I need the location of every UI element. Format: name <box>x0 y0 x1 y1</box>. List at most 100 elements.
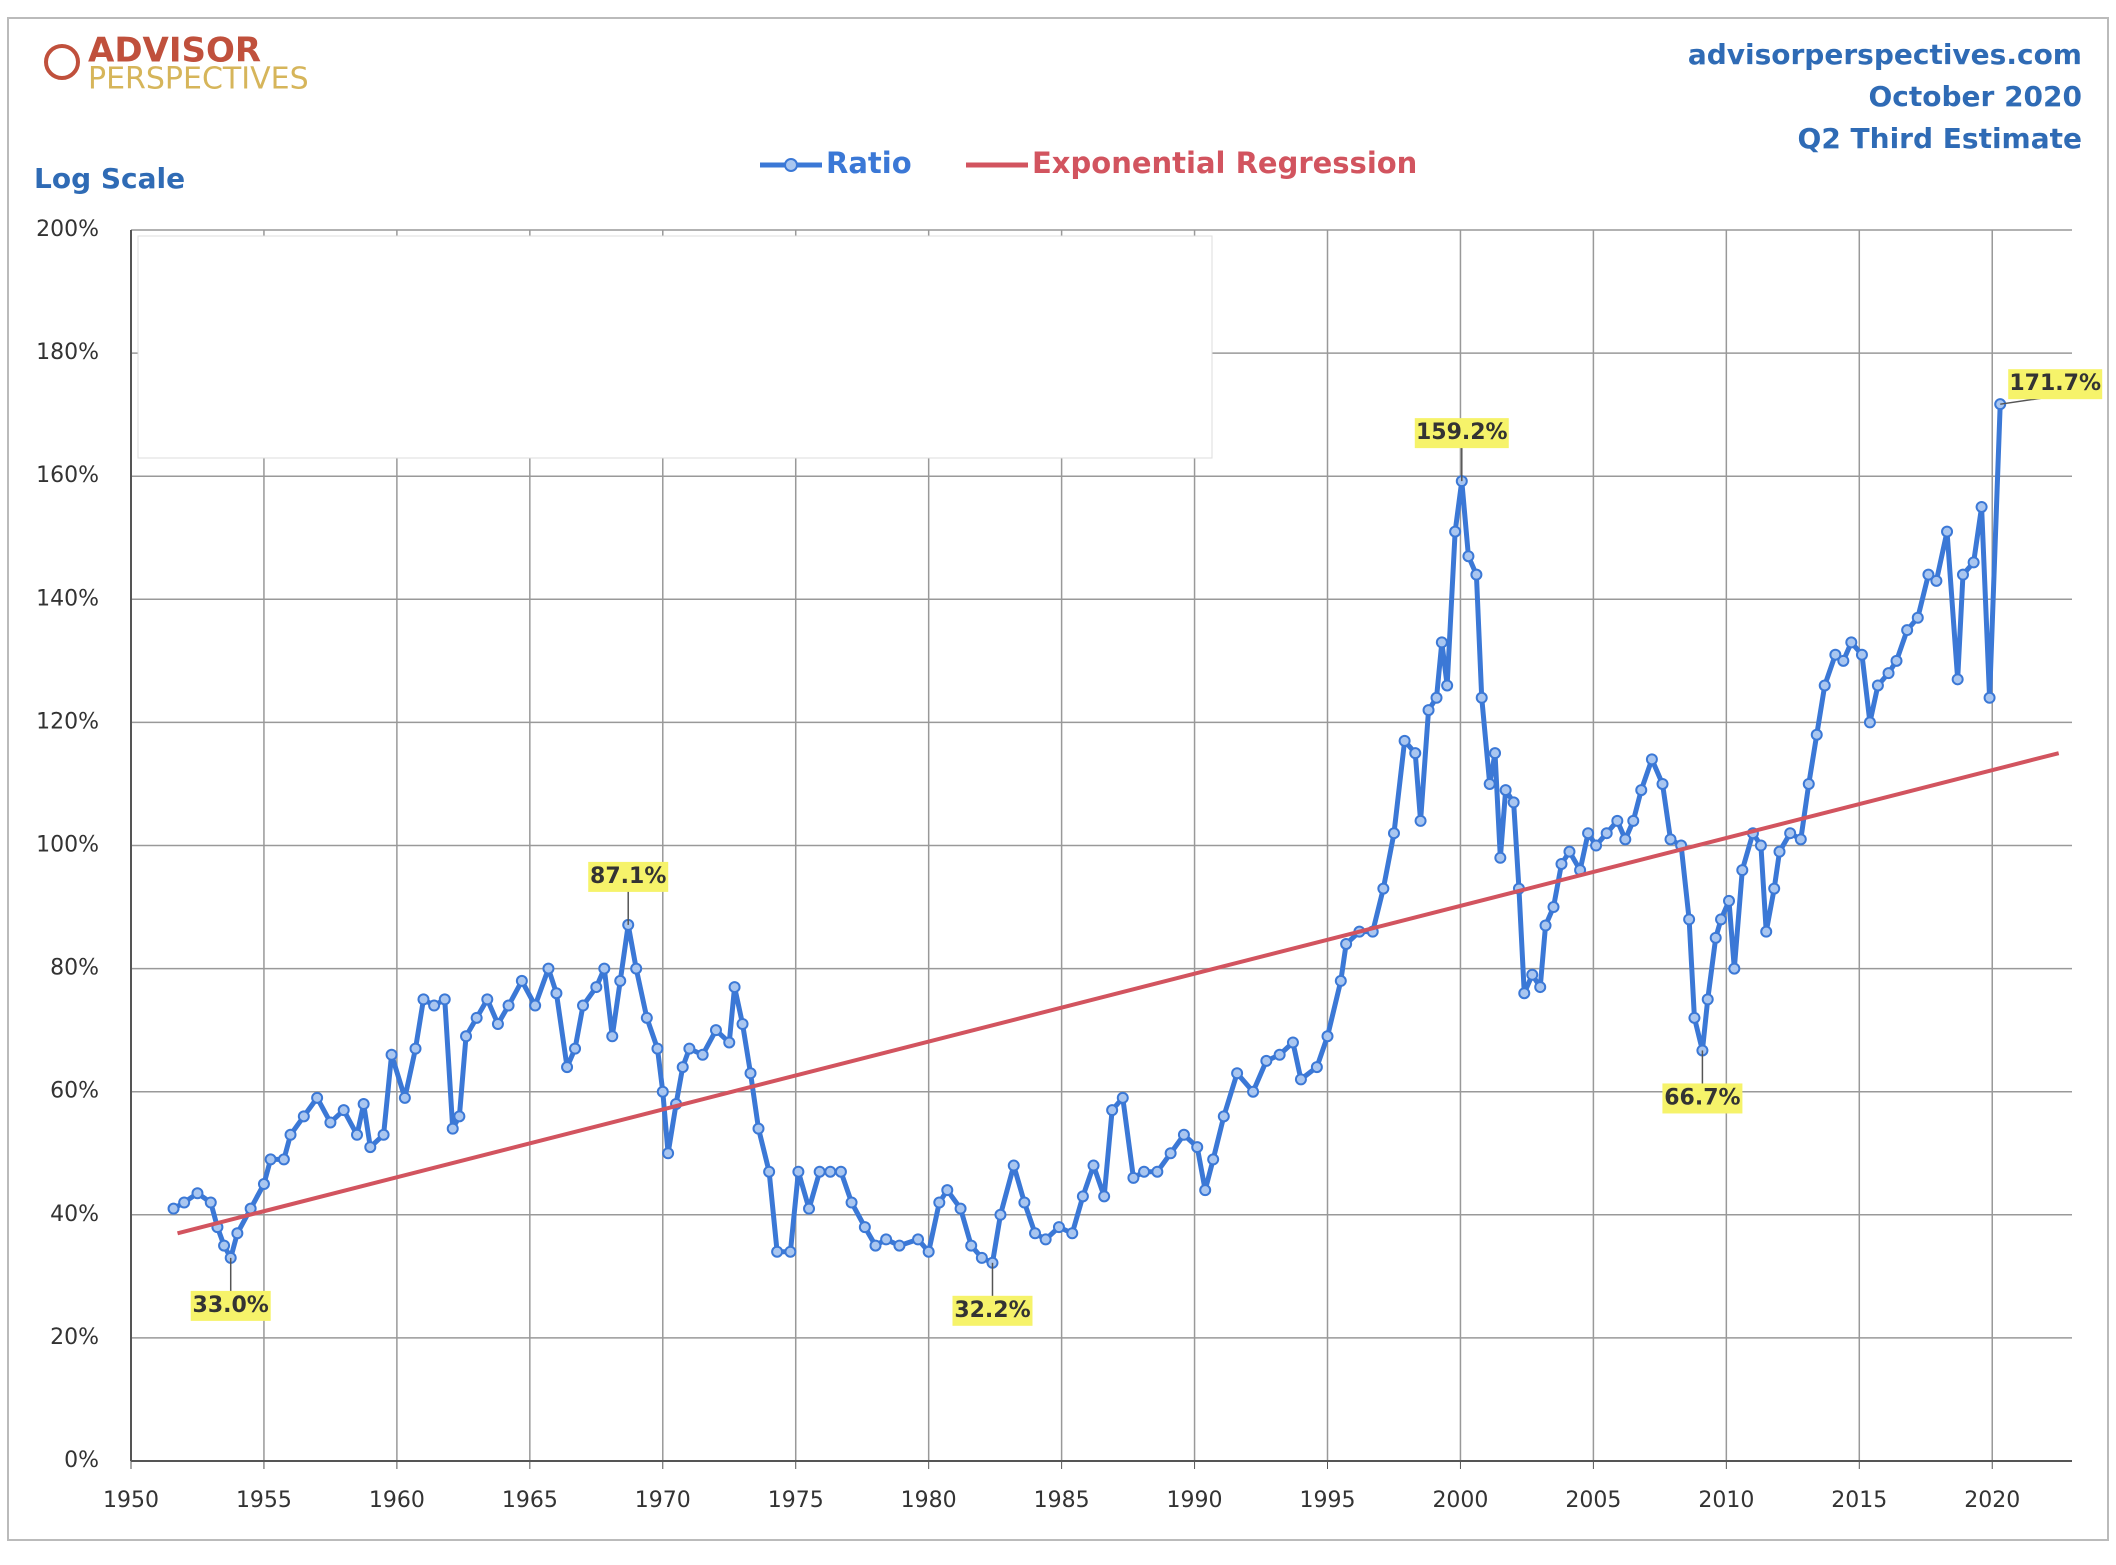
point <box>1829 648 1842 661</box>
x-tick-label: 1970 <box>635 1488 691 1513</box>
annotation-label: 171.7% <box>2009 371 2101 396</box>
point <box>1890 654 1903 667</box>
point <box>1294 1073 1307 1086</box>
point <box>1518 987 1531 1000</box>
point <box>858 1221 871 1234</box>
point <box>1007 1159 1020 1172</box>
point <box>1441 679 1454 692</box>
point <box>1627 814 1640 827</box>
point <box>752 1122 765 1135</box>
point <box>1784 827 1797 840</box>
point <box>491 1017 504 1030</box>
point <box>1199 1184 1212 1197</box>
point <box>1087 1159 1100 1172</box>
point <box>954 1202 967 1215</box>
y-tick-label: 200% <box>36 217 99 242</box>
point <box>398 1091 411 1104</box>
point <box>1231 1067 1244 1080</box>
point <box>529 999 542 1012</box>
point <box>1563 845 1576 858</box>
point <box>1029 1227 1042 1240</box>
logo-text: PERSPECTIVES <box>88 62 309 97</box>
point <box>1855 648 1868 661</box>
point <box>1818 679 1831 692</box>
point <box>428 999 441 1012</box>
point <box>1701 993 1714 1006</box>
point <box>763 1165 776 1178</box>
annotation-label: 33.0% <box>193 1293 269 1318</box>
point <box>204 1196 217 1209</box>
point <box>1377 882 1390 895</box>
point <box>1334 974 1347 987</box>
point <box>1768 882 1781 895</box>
legend-label: Exponential Regression <box>1032 146 1417 180</box>
point <box>1967 556 1980 569</box>
x-tick-label: 1995 <box>1300 1488 1356 1513</box>
point <box>792 1165 805 1178</box>
x-tick-label: 2010 <box>1698 1488 1754 1513</box>
y-tick-label: 100% <box>36 833 99 858</box>
point <box>728 981 741 994</box>
point <box>1414 814 1427 827</box>
point <box>1164 1147 1177 1160</box>
point <box>813 1165 826 1178</box>
point <box>218 1239 231 1252</box>
point <box>1736 864 1749 877</box>
point <box>1951 673 1964 686</box>
annotation-bg <box>1662 1083 1743 1114</box>
point <box>656 1085 669 1098</box>
point <box>1116 1091 1129 1104</box>
y-tick-label: 80% <box>50 956 99 981</box>
point <box>1106 1104 1119 1117</box>
point <box>1645 753 1658 766</box>
point <box>1052 1221 1065 1234</box>
point <box>1340 937 1353 950</box>
point <box>1845 636 1858 649</box>
point <box>1494 851 1507 864</box>
point <box>1975 500 1988 513</box>
point <box>1810 728 1823 741</box>
annotation-label: 87.1% <box>590 864 666 889</box>
point <box>1871 679 1884 692</box>
point <box>1664 833 1677 846</box>
x-tick-label: 1975 <box>768 1488 824 1513</box>
x-tick-label: 1990 <box>1167 1488 1223 1513</box>
subtitle: Q2 Third Estimate <box>1798 122 2082 155</box>
point <box>1794 833 1807 846</box>
point <box>893 1239 906 1252</box>
point <box>845 1196 858 1209</box>
y-tick-label: 180% <box>36 340 99 365</box>
point <box>912 1233 925 1246</box>
point <box>1555 857 1568 870</box>
y-tick-label: 160% <box>36 463 99 488</box>
point <box>351 1128 364 1141</box>
point <box>167 1202 180 1215</box>
point <box>975 1251 988 1264</box>
x-tick-label: 1960 <box>369 1488 425 1513</box>
logo-icon <box>44 44 80 80</box>
plot: 33.0% 87.1% 32.2% 159.2% 66.7% 171.7% <box>167 369 2103 1326</box>
x-tick-label: 2005 <box>1565 1488 1621 1513</box>
point <box>1098 1190 1111 1203</box>
point <box>550 987 563 1000</box>
series-line <box>177 751 2060 1236</box>
point <box>377 1128 390 1141</box>
point <box>1310 1061 1323 1074</box>
annotation-bg <box>588 861 669 892</box>
point <box>723 1036 736 1049</box>
point <box>965 1239 978 1252</box>
point <box>1956 568 1969 581</box>
y-tick-label: 40% <box>50 1202 99 1227</box>
point <box>630 962 643 975</box>
point <box>662 1147 675 1160</box>
point <box>297 1110 310 1123</box>
y-tick-label: 20% <box>50 1325 99 1350</box>
point <box>803 1202 816 1215</box>
point <box>994 1208 1007 1221</box>
x-tick-label: 1950 <box>103 1488 159 1513</box>
point <box>502 999 515 1012</box>
x-tick-label: 1980 <box>901 1488 957 1513</box>
point <box>933 1196 946 1209</box>
point <box>1773 845 1786 858</box>
point <box>1941 525 1954 538</box>
